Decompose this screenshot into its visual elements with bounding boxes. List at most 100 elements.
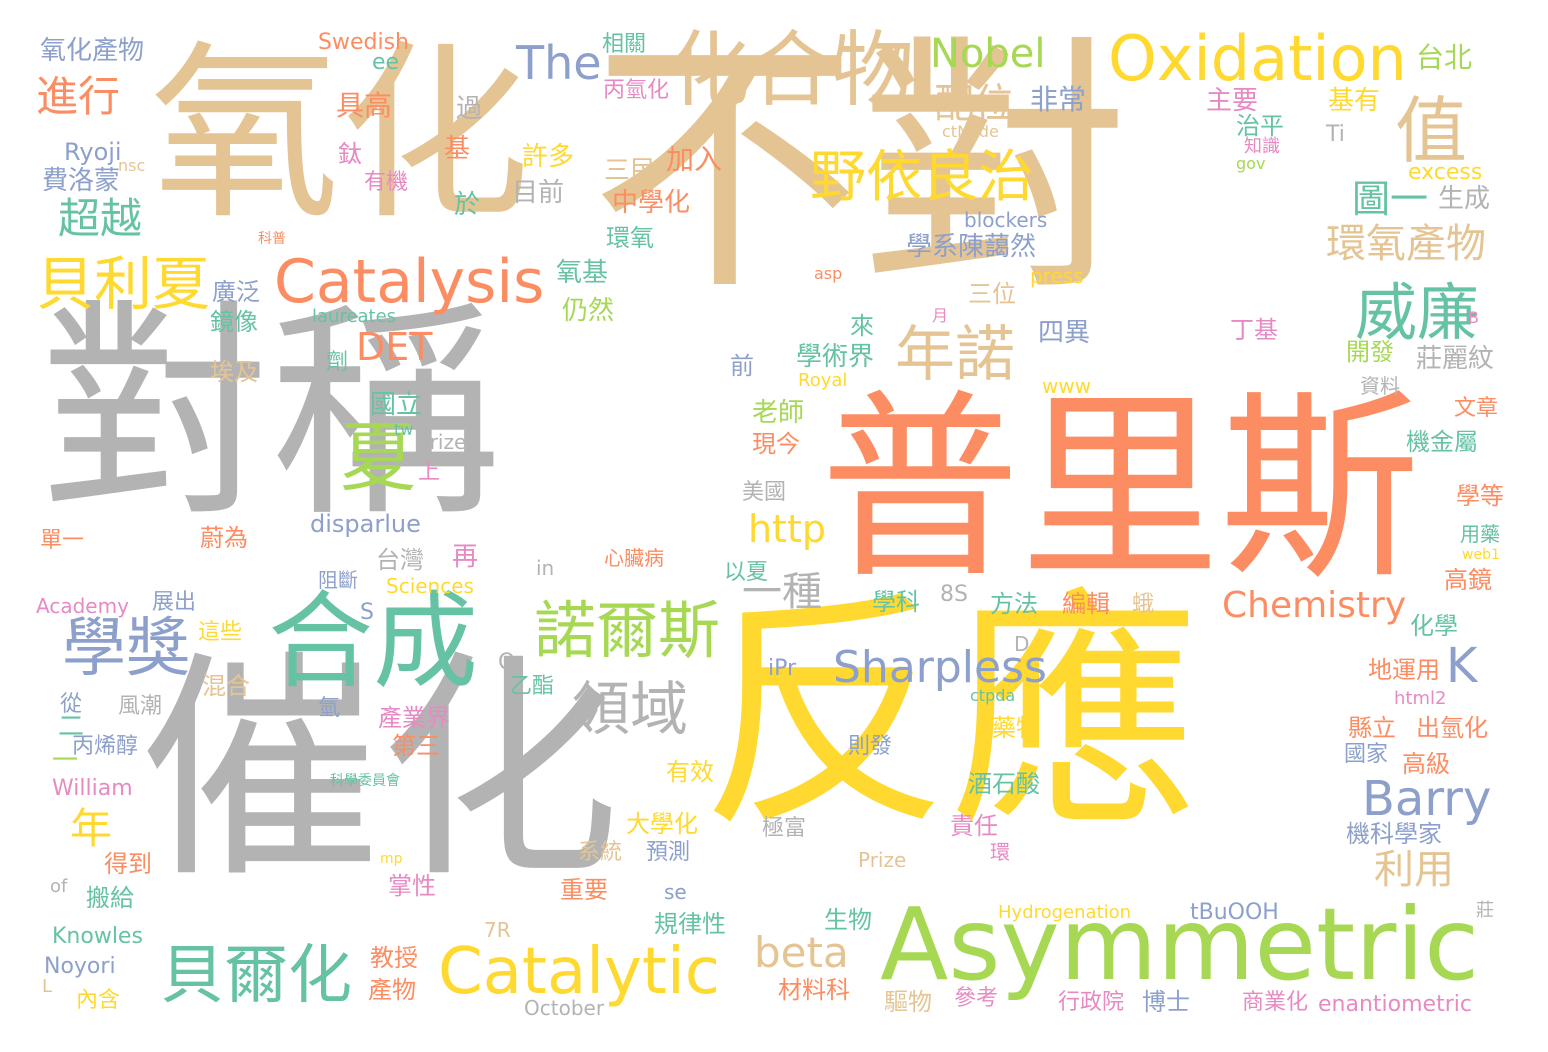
word-moth: 蛾 (1132, 592, 1155, 617)
word-d: D (1014, 632, 1030, 656)
word-hydrogen: 氫 (318, 696, 341, 721)
word-phd: 博士 (1142, 988, 1190, 1016)
word-materials-sci: 材料科 (778, 976, 850, 1004)
word-base-has: 基有 (1328, 86, 1381, 116)
word-commercialize: 商業化 (1242, 990, 1309, 1015)
word-prize-small: Prize (858, 848, 907, 872)
word-develop: 開發 (1346, 338, 1394, 366)
word-add: 加入 (666, 143, 723, 176)
word-four-iso: 四異 (1038, 318, 1091, 348)
word-very: 非常 (1030, 83, 1087, 116)
word-swedish: Swedish (318, 30, 409, 55)
word-beier: 貝爾化 (160, 939, 352, 1013)
word-s: S (360, 600, 374, 625)
word-zhiping: 治平 (1236, 112, 1284, 140)
word-mp: mp (380, 851, 403, 867)
word-press: press (1030, 264, 1084, 288)
word-rich: 極富 (762, 816, 807, 841)
word-oxidation-cn: 氧化 (150, 24, 531, 245)
word-l: L (42, 976, 53, 997)
word-high: 具高 (336, 89, 393, 122)
word-knowles-cn: 諾爾斯 (534, 594, 721, 667)
word-many: 許多 (522, 142, 575, 172)
word-related: 相關 (602, 32, 647, 57)
word-the: The (516, 36, 602, 90)
word-base: 基 (444, 134, 471, 164)
word-propyl-hydride: 丙氫化 (603, 78, 670, 103)
word-surpass: 超越 (58, 194, 143, 243)
word-single: 單一 (40, 528, 85, 553)
word-ee: ee (372, 50, 400, 75)
word-industry: 產業界 (378, 704, 450, 732)
word-university-chem: 大學化 (626, 810, 698, 838)
word-oxidation-product: 氧化產物 (40, 36, 145, 66)
word-epoxide-product: 環氧產物 (1326, 221, 1486, 267)
word-at: 於 (454, 190, 481, 220)
word-field: 領域 (572, 675, 689, 743)
word-sciences: Sciences (386, 574, 474, 598)
word-responsibility: 責任 (950, 812, 998, 840)
word-gov: gov (1236, 154, 1266, 173)
word-prize-cn: 學獎 (62, 612, 190, 686)
word-butyl: 丁基 (1230, 316, 1278, 344)
word-studies-etc: 學等 (1456, 482, 1504, 510)
word-become: 蔚為 (200, 524, 248, 552)
word-oxidation: Oxidation (1108, 22, 1407, 95)
word-usa: 美國 (742, 480, 787, 505)
word-trend: 風潮 (118, 694, 163, 719)
word-http: http (748, 507, 827, 551)
word-william-cn: 威廉 (1355, 276, 1480, 349)
word-reaction: 反應 (700, 569, 1200, 860)
word-over: 過 (456, 94, 483, 124)
word-exhibit: 展出 (152, 590, 197, 615)
word-chirality: 掌性 (388, 872, 436, 900)
word-oxy-base: 氧基 (556, 258, 609, 288)
word-royal: Royal (798, 370, 848, 391)
word-nsc: nsc (118, 156, 146, 175)
word-drug: 藥物 (992, 714, 1040, 742)
word-then-develop: 則發 (848, 734, 893, 759)
word-heart-disease: 心臟病 (604, 546, 664, 570)
word-tbuooh: tBuOOH (1190, 900, 1279, 925)
word-block: 阻斷 (318, 568, 358, 592)
word-knowledge: 知識 (1244, 136, 1280, 157)
word-ring: 環 (990, 840, 1010, 864)
word-again: 再 (452, 542, 479, 572)
word-7r: 7R (484, 918, 511, 942)
word-det: DET (356, 325, 433, 369)
word-barry: Barry (1362, 771, 1492, 827)
word-www: www (1042, 374, 1092, 398)
word-se: se (664, 880, 687, 904)
word-two: 二 (58, 712, 85, 742)
word-mirror: 鏡像 (210, 308, 258, 336)
word-high-mirror: 高鏡 (1444, 566, 1492, 594)
word-effective: 有效 (666, 758, 714, 786)
word-still: 仍然 (562, 296, 615, 326)
word-symmetric-cn: 對稱 (40, 281, 501, 548)
word-chemistry-cn: 化學 (1410, 612, 1458, 640)
word-out-hydride: 出氫化 (1416, 714, 1488, 742)
word-compound: 化合物 (668, 23, 915, 118)
word-chinese-chem: 中學化 (612, 188, 691, 218)
word-drive: 驅物 (884, 988, 932, 1016)
word-article: 文章 (1454, 396, 1499, 421)
word-executive-yuan: 行政院 (1058, 990, 1125, 1015)
word-contains: 內含 (76, 988, 121, 1013)
word-third: 第三 (392, 732, 440, 760)
word-value: 值 (1395, 89, 1468, 173)
word-system: 系統 (578, 840, 623, 865)
word-noyori: Noyori (44, 954, 116, 979)
word-nowadays: 現今 (752, 430, 800, 458)
word-ti: Ti (1326, 122, 1345, 147)
word-zhuang-liwen: 莊麗紋 (1416, 344, 1495, 374)
word-noyori-cn: 野依良治 (810, 145, 1034, 210)
word-sharpless-cn: 貝利夏 (36, 250, 211, 318)
word-from: 從 (60, 692, 83, 717)
word-epoxy: 環氧 (606, 224, 654, 252)
word-advanced: 高級 (1402, 750, 1450, 778)
word-one-kind: 一種 (742, 569, 822, 615)
word-discipline: 學科 (872, 588, 920, 616)
word-sharpless: Sharpless (833, 642, 1047, 693)
word-nobel: Nobel (930, 31, 1046, 77)
